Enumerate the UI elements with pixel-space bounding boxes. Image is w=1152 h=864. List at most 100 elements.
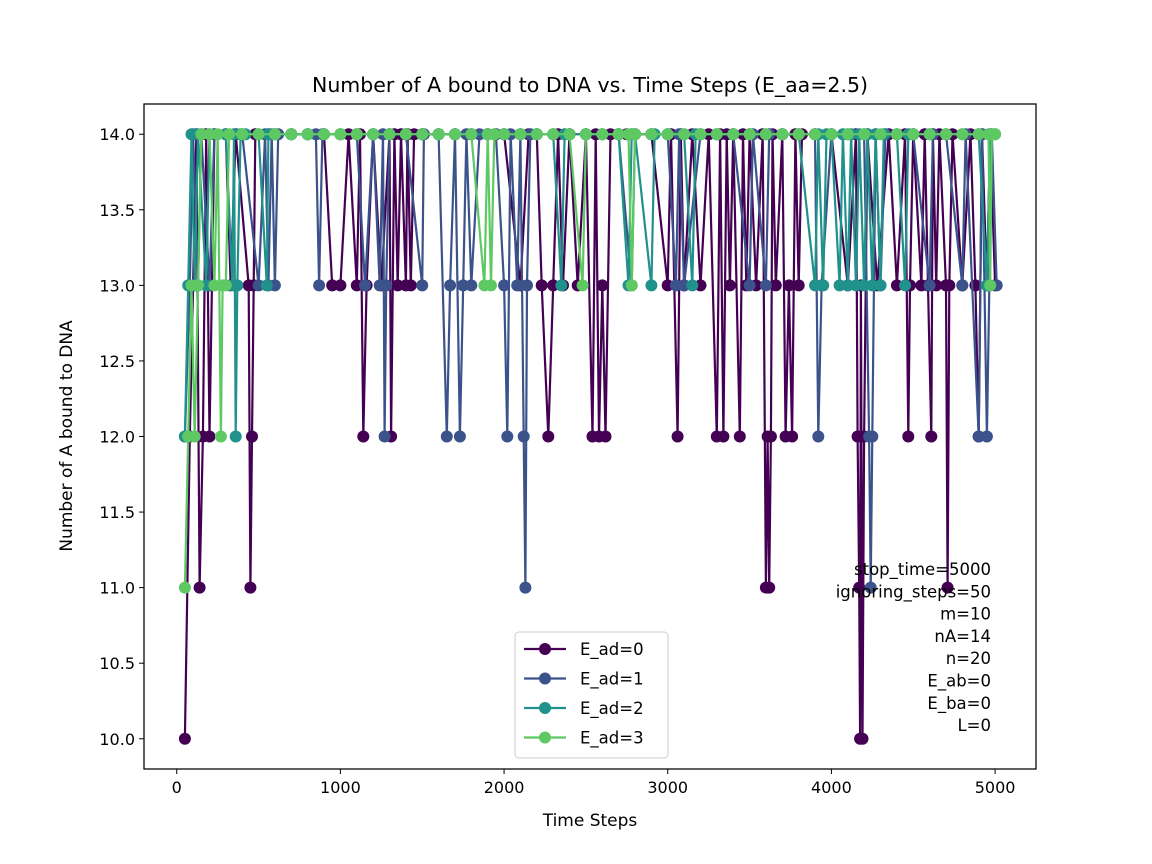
data-point xyxy=(246,430,258,443)
annotation-line: E_ab=0 xyxy=(927,672,991,692)
data-point xyxy=(313,279,326,292)
data-point xyxy=(941,581,954,594)
legend: E_ad=0 E_ad=1 E_ad=2 E_ad=3 xyxy=(514,631,669,759)
data-point xyxy=(671,430,684,443)
data-point xyxy=(488,128,501,141)
data-point xyxy=(440,430,453,443)
data-point xyxy=(231,279,244,292)
x-tick-label: 5000 xyxy=(975,778,1016,797)
data-point xyxy=(858,128,871,141)
data-point xyxy=(890,279,903,292)
data-point xyxy=(812,430,825,443)
data-point xyxy=(956,279,969,292)
series-4 xyxy=(178,128,1002,594)
data-point xyxy=(326,279,339,292)
data-point xyxy=(359,279,371,292)
x-tick-label: 0 xyxy=(172,778,182,797)
data-point xyxy=(178,581,191,594)
data-point xyxy=(890,128,903,141)
data-point xyxy=(432,128,445,141)
x-axis-label: Time Steps xyxy=(542,811,638,831)
data-point xyxy=(236,128,249,141)
data-point xyxy=(599,430,612,443)
data-point xyxy=(229,430,242,443)
annotation-line: L=0 xyxy=(957,716,991,735)
data-point xyxy=(530,128,543,141)
data-point xyxy=(612,128,625,141)
data-point xyxy=(943,279,956,292)
data-point xyxy=(763,581,776,594)
data-point xyxy=(268,128,281,141)
data-point xyxy=(923,279,936,292)
legend-marker xyxy=(539,672,551,685)
data-point xyxy=(178,732,191,745)
y-tick-label: 10.0 xyxy=(99,730,135,749)
y-tick-label: 11.0 xyxy=(99,579,135,598)
legend-label: E_ad=1 xyxy=(580,670,644,690)
data-point xyxy=(769,279,782,292)
y-tick-label: 14.0 xyxy=(99,125,135,144)
data-point xyxy=(350,128,363,141)
data-point xyxy=(809,128,821,141)
data-point xyxy=(645,128,658,141)
legend-item: E_ad=0 xyxy=(524,640,644,660)
data-point xyxy=(485,279,497,292)
data-point xyxy=(203,430,216,443)
data-point xyxy=(833,279,846,292)
data-point xyxy=(465,279,478,292)
data-point xyxy=(542,430,555,443)
ticks-layer: 0 1000 2000 3000 4000 5000 10.0 10.5 11.0 11.5 12.… xyxy=(99,125,1015,797)
data-point xyxy=(776,128,789,141)
data-point xyxy=(956,128,969,141)
data-point xyxy=(444,279,457,292)
data-point xyxy=(733,430,746,443)
data-point xyxy=(519,581,532,594)
data-point xyxy=(866,430,879,443)
legend-label: E_ad=2 xyxy=(580,699,644,719)
data-point xyxy=(841,279,854,292)
legend-item: E_ad=2 xyxy=(524,699,644,719)
data-point xyxy=(193,581,206,594)
annotation-line: ignoring_steps=50 xyxy=(836,582,991,602)
data-point xyxy=(214,430,227,443)
data-point xyxy=(743,128,756,141)
x-tick-label: 3000 xyxy=(647,778,688,797)
legend-item: E_ad=1 xyxy=(524,670,644,690)
data-point xyxy=(453,430,466,443)
data-point xyxy=(809,279,821,292)
data-point xyxy=(195,128,208,141)
data-point xyxy=(244,581,257,594)
legend-marker xyxy=(539,731,551,744)
data-point xyxy=(899,279,912,292)
data-point xyxy=(792,279,805,292)
data-point xyxy=(792,128,805,141)
data-point xyxy=(285,128,298,141)
data-point xyxy=(984,279,997,292)
y-tick-label: 13.0 xyxy=(99,276,135,295)
data-point xyxy=(669,279,682,292)
data-point xyxy=(596,128,609,141)
legend-item: E_ad=3 xyxy=(524,729,644,749)
data-point xyxy=(260,279,273,292)
data-point xyxy=(404,279,417,292)
data-point xyxy=(378,430,391,443)
data-point xyxy=(334,128,347,141)
data-point xyxy=(629,128,641,141)
data-point xyxy=(786,430,799,443)
data-point xyxy=(547,279,560,292)
annotation-line: n=20 xyxy=(946,649,991,668)
data-point xyxy=(547,128,560,141)
data-point xyxy=(727,128,740,141)
data-point xyxy=(208,279,221,292)
data-point xyxy=(416,279,429,292)
data-point xyxy=(980,430,993,443)
data-point xyxy=(925,430,938,443)
data-point xyxy=(350,279,363,292)
data-point xyxy=(874,128,887,141)
data-point xyxy=(252,128,265,141)
data-point xyxy=(717,430,730,443)
legend-label: E_ad=3 xyxy=(580,729,644,749)
data-point xyxy=(380,279,393,292)
data-point xyxy=(318,128,330,141)
data-point xyxy=(203,128,216,141)
